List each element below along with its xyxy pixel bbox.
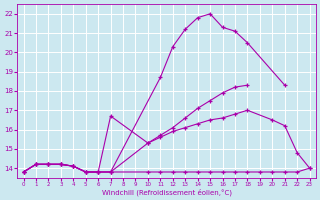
X-axis label: Windchill (Refroidissement éolien,°C): Windchill (Refroidissement éolien,°C) (101, 188, 232, 196)
